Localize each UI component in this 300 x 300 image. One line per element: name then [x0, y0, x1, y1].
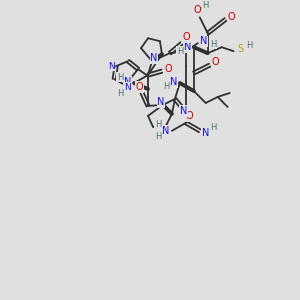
Text: N: N	[170, 77, 178, 87]
Text: N: N	[124, 82, 130, 91]
Text: O: O	[182, 32, 190, 42]
Text: H: H	[202, 1, 209, 10]
Text: N: N	[124, 77, 132, 87]
Text: N: N	[162, 126, 169, 136]
Text: O: O	[185, 111, 193, 121]
Text: H: H	[246, 41, 253, 50]
Text: H: H	[211, 123, 217, 132]
Text: S: S	[238, 44, 244, 54]
Text: H: H	[117, 73, 123, 82]
Text: O: O	[212, 57, 220, 67]
Text: H: H	[155, 120, 161, 129]
Text: O: O	[135, 82, 143, 92]
Text: O: O	[164, 64, 172, 74]
Text: N: N	[157, 97, 165, 107]
Text: N: N	[202, 128, 209, 138]
Text: N: N	[200, 36, 207, 46]
Text: H: H	[117, 89, 123, 98]
Text: H: H	[211, 40, 217, 49]
Text: N: N	[150, 53, 158, 63]
Text: H: H	[163, 82, 169, 91]
Text: N: N	[180, 106, 188, 116]
Text: N: N	[184, 42, 191, 52]
Text: O: O	[194, 5, 202, 15]
Text: H: H	[177, 47, 183, 56]
Text: N: N	[108, 61, 115, 70]
Text: O: O	[228, 12, 236, 22]
Text: H: H	[155, 132, 161, 141]
